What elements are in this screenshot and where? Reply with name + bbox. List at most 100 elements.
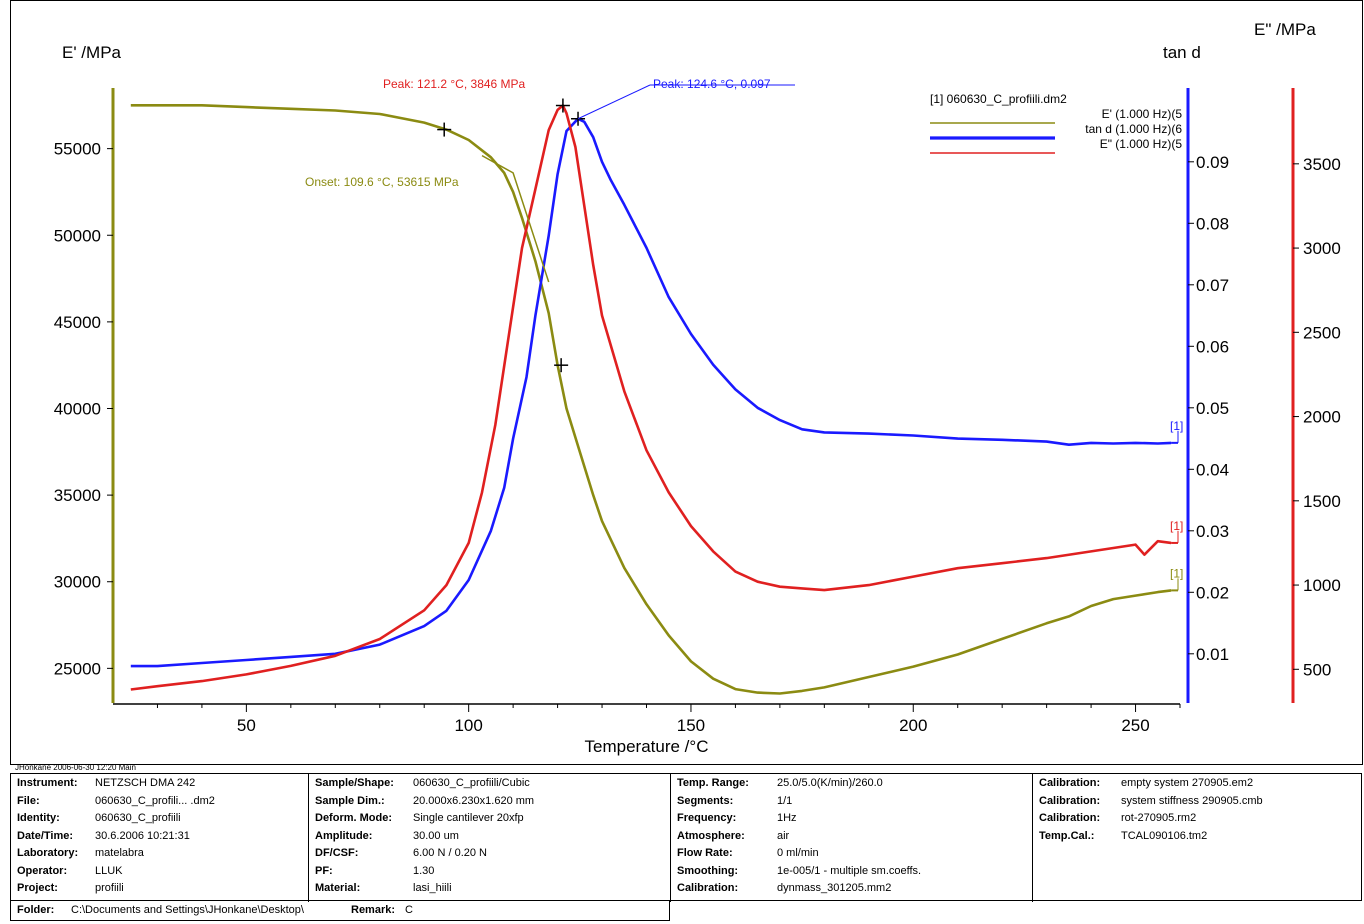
info-key: Date/Time: [17,829,74,842]
tand-series-line [130,117,1172,668]
info-value: system stiffness 290905.cmb [1121,794,1263,807]
x-tick-label: 50 [237,716,256,735]
x-tick-label: 150 [677,716,705,735]
series-end-label: [1] [1170,566,1183,580]
info-value: 0 ml/min [777,847,819,859]
info-key: Deform. Mode: [315,812,392,824]
info-value: 6.00 N / 0.20 N [413,847,487,859]
tand-tick-label: 0.08 [1196,214,1229,233]
series-end-label: [1] [1170,519,1183,533]
info-key: Laboratory: [17,847,79,859]
eloss-tick-label: 1500 [1303,492,1341,511]
info-key: PF: [315,864,333,877]
eloss-axis-title: E" /MPa [1254,20,1316,39]
x-axis-title: Temperature /°C [585,737,709,756]
info-value: 060630_C_profili... .dm2 [95,794,215,807]
info-value: Single cantilever 20xfp [413,812,524,824]
tand-axis-title: tan d [1163,43,1201,62]
info-column: Instrument: NETZSCH DMA 242 File: 060630_C_… [11,774,309,902]
legend-entry: E" (1.000 Hz)(5 [1100,137,1183,151]
info-value: 1Hz [777,812,797,824]
info-value: empty system 270905.em2 [1121,777,1254,789]
info-key: Calibration: [677,882,739,894]
info-value: 30.00 um [413,829,459,842]
info-value: matelabra [95,847,144,859]
info-value: TCAL090106.tm2 [1121,829,1208,842]
legend-title: [1] 060630_C_profiili.dm2 [930,92,1067,106]
eloss-tick-label: 3500 [1303,155,1341,174]
eloss-tick-label: 2000 [1303,408,1341,427]
info-value: 1e-005/1 - multiple sm.coeffs. [777,864,922,877]
info-key: Calibration: [1039,777,1101,789]
info-key: Segments: [677,794,734,807]
left-y-tick-label: 30000 [54,573,101,592]
info-column: Temp. Range: 25.0/5.0(K/min)/260.0 Segment… [671,774,1033,902]
tand-tick-label: 0.03 [1196,522,1229,541]
eloss-tick-label: 1000 [1303,576,1341,595]
info-key: Sample/Shape: [315,777,394,789]
info-value: 060630_C_profiili/Cubic [413,777,530,789]
tand-tick-label: 0.05 [1196,399,1229,418]
chart-border [10,0,1363,765]
info-value: 1/1 [777,794,793,807]
onset-annotation: Onset: 109.6 °C, 53615 MPa [305,175,459,189]
series-end-label: [1] [1170,419,1183,433]
info-value: 060630_C_profiili [95,812,181,824]
report-footer: JHonkane 2006-06-30 12:20 Main Instrumen… [10,763,1362,923]
info-value: 20.000x6.230x1.620 mm [413,794,535,807]
left-y-tick-label: 40000 [54,399,101,418]
legend-entry: tan d (1.000 Hz)(6 [1085,122,1182,136]
tand-peak-annotation: Peak: 124.6 °C, 0.097 [653,77,771,91]
cross-marker [554,358,569,373]
legend: [1] 060630_C_profiili.dm2 E' (1.000 Hz)(5… [930,92,1183,154]
remark-label: Remark: [351,904,396,916]
info-key: Frequency: [677,812,737,824]
info-value: LLUK [95,864,123,877]
tand-tick-label: 0.01 [1196,645,1229,664]
info-value: lasi_hiili [413,882,452,894]
info-key: Flow Rate: [677,847,733,859]
legend-entry: E' (1.000 Hz)(5 [1102,107,1183,121]
info-key: Atmosphere: [677,829,745,842]
tand-tick-label: 0.07 [1196,276,1229,295]
info-value: 30.6.2006 10:21:31 [95,829,190,842]
left-y-tick-label: 50000 [54,226,101,245]
eloss-peak-annotation: Peak: 121.2 °C, 3846 MPa [383,77,526,91]
onset-tangent-line [481,154,550,283]
eloss-tick-label: 3000 [1303,239,1341,258]
tand-tick-label: 0.02 [1196,583,1229,602]
dma-chart: 50 100 150 200 250 Temperature /°C 25000 30000 3… [10,0,1363,765]
eloss-tick-label: 2500 [1303,323,1341,342]
info-value: NETZSCH DMA 242 [95,777,196,789]
info-value: dynmass_301205.mm2 [777,882,892,894]
info-value: air [777,829,790,842]
info-key: Calibration: [1039,812,1101,824]
info-key: DF/CSF: [315,847,359,859]
cross-marker [437,122,452,137]
info-value: 1.30 [413,864,435,877]
remark-value: C [405,904,413,916]
info-key: Identity: [17,812,60,824]
info-column: Calibration: empty system 270905.em2 Calib… [1033,774,1363,902]
info-key: Operator: [17,864,68,877]
left-y-tick-label: 45000 [54,313,101,332]
left-y-tick-label: 55000 [54,140,101,159]
left-y-tick-label: 25000 [54,659,101,678]
info-value: 25.0/5.0(K/min)/260.0 [777,777,883,789]
info-key: Project: [17,882,58,894]
info-key: Sample Dim.: [315,794,385,807]
info-value: profiili [95,882,124,894]
tand-tick-label: 0.04 [1196,460,1229,479]
x-tick-label: 200 [899,716,927,735]
info-key: Instrument: [17,777,78,789]
folder-label: Folder: [17,904,55,916]
x-tick-label: 250 [1121,716,1149,735]
info-key: File: [17,794,40,807]
e-storage-series-line [130,104,1172,695]
info-key: Calibration: [1039,794,1101,807]
folder-value: C:\Documents and Settings\JHonkane\Deskt… [71,904,304,916]
tand-peak-leader [577,84,651,120]
eloss-tick-label: 500 [1303,660,1331,679]
info-column: Sample/Shape: 060630_C_profiili/Cubic Samp… [309,774,671,902]
